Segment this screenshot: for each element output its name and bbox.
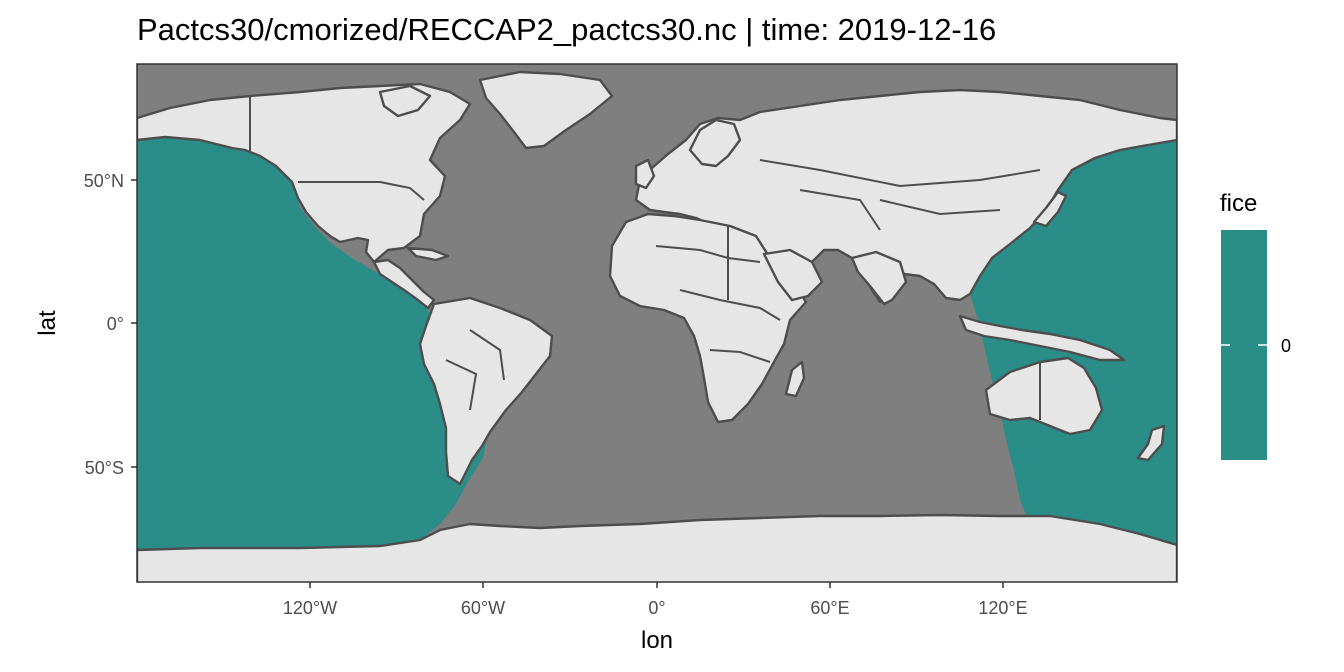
x-tick-label: 120°E (978, 598, 1027, 618)
land-arctic-islands (378, 84, 432, 118)
x-tick-label: 120°W (283, 598, 337, 618)
y-tick-label: 50°S (85, 458, 124, 478)
x-tick-label: 60°E (810, 598, 849, 618)
border-russia-south (759, 159, 1041, 188)
y-tick-label: 50°N (84, 171, 124, 191)
land-masses (137, 70, 1177, 582)
border-africa-central (679, 289, 781, 321)
land-british-isles (634, 158, 656, 190)
y-tick-label: 0° (107, 314, 124, 334)
border-africa-south (709, 349, 771, 363)
y-axis-title: lat (34, 310, 61, 336)
x-tick-label: 0° (648, 598, 665, 618)
map-panel (137, 64, 1177, 582)
land-south-america (418, 296, 554, 486)
border-central-asia (799, 189, 881, 231)
border-south-america-west (445, 359, 478, 411)
y-axis: 50°N 0° 50°S lat (34, 171, 137, 478)
land-japan (1032, 190, 1068, 228)
x-tick-label: 60°W (461, 598, 505, 618)
land-caribbean (406, 246, 450, 262)
land-new-zealand (1136, 424, 1166, 462)
land-maritime-southeast-asia (958, 314, 1126, 362)
legend: fice 0 (1220, 190, 1291, 460)
x-axis: 120°W 60°W 0° 60°E 120°E lon (283, 582, 1028, 654)
border-china (879, 199, 1001, 216)
border-south-america-east (469, 329, 505, 381)
legend-label: 0 (1281, 336, 1291, 356)
land-arabian-peninsula (762, 248, 824, 302)
x-axis-title: lon (641, 627, 673, 654)
land-central-america (372, 258, 436, 310)
land-greenland (478, 70, 614, 150)
land-africa (608, 212, 808, 424)
land-madagascar (784, 360, 806, 398)
country-borders (249, 96, 1041, 420)
legend-title: fice (1220, 190, 1257, 217)
land-india (850, 250, 908, 306)
border-canada-us (298, 181, 425, 201)
land-north-america (137, 82, 472, 264)
land-scandinavia (688, 118, 742, 168)
land-antarctica (137, 513, 1177, 582)
land-australia (984, 356, 1104, 436)
border-africa-north (655, 245, 761, 263)
plot-title: Pactcs30/cmorized/RECCAP2_pactcs30.nc | … (137, 12, 996, 47)
pacific-east-fill (137, 137, 486, 550)
